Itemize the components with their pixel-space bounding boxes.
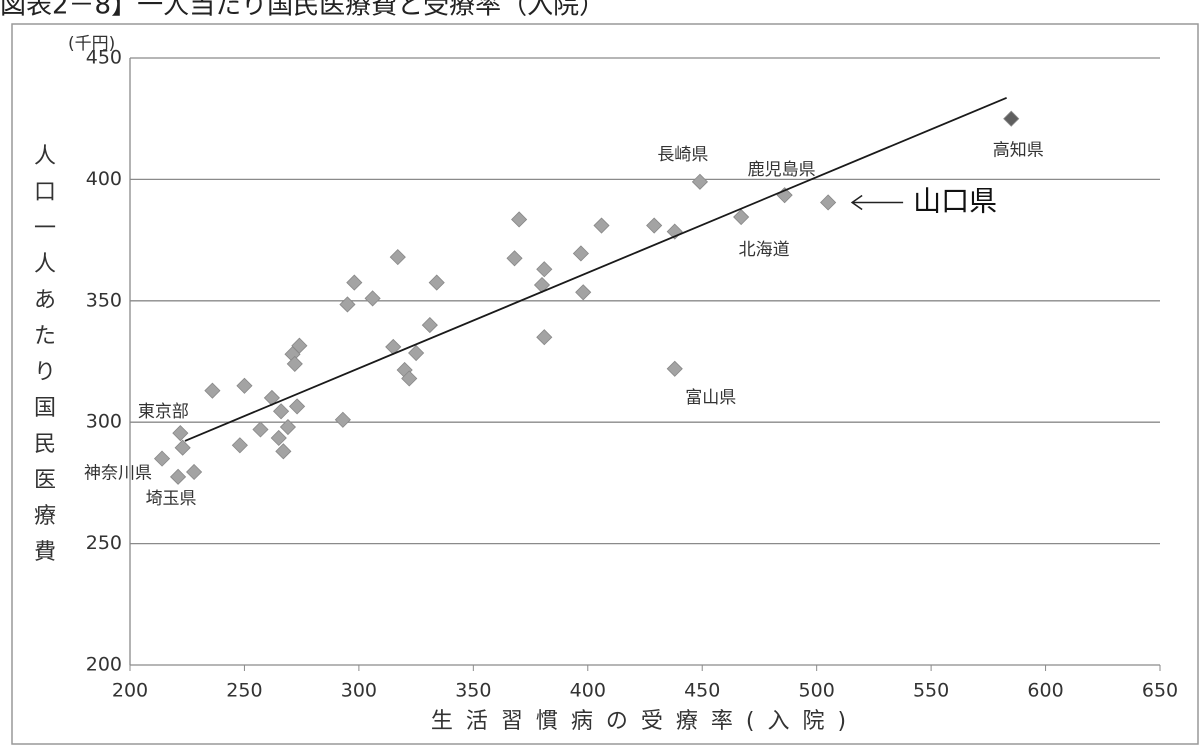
point <box>408 344 425 362</box>
point <box>666 360 683 377</box>
point <box>204 382 221 399</box>
point <box>511 211 528 228</box>
point <box>270 429 287 447</box>
y-tick-label: 250 <box>86 532 122 554</box>
point <box>389 249 406 266</box>
y-tick-label: 200 <box>86 654 122 676</box>
y-tick-label: 350 <box>86 289 122 311</box>
point <box>593 217 610 234</box>
y-tick-label: 400 <box>86 168 122 190</box>
y-unit: (千円) <box>68 34 115 54</box>
point-label: 埼玉県 <box>146 489 197 509</box>
point <box>252 421 269 438</box>
point <box>572 245 589 262</box>
y-axis-label: 人口一人あたり国民医療費 <box>34 144 56 565</box>
point-label: 神奈川県 <box>84 464 152 484</box>
y-axis-label-text: 人口一人あたり国民医療費 <box>34 144 56 565</box>
point <box>236 377 253 394</box>
point <box>186 463 203 481</box>
point <box>273 403 290 420</box>
point-label-callout: 山口県 <box>913 184 997 217</box>
x-tick-label: 400 <box>570 680 606 702</box>
point <box>646 217 663 234</box>
point <box>174 439 191 456</box>
x-tick-label: 350 <box>455 680 491 702</box>
point <box>231 437 248 454</box>
x-tick-label: 450 <box>684 680 720 702</box>
point <box>172 425 189 442</box>
point-label: 北海道 <box>739 240 790 260</box>
x-tick-label: 300 <box>341 680 377 702</box>
point <box>279 418 296 436</box>
point <box>275 443 292 460</box>
point <box>820 194 837 211</box>
callout-arrowhead <box>850 194 863 211</box>
point <box>346 274 363 291</box>
point-label: 鹿児島県 <box>748 160 816 180</box>
point <box>1003 110 1020 127</box>
point <box>733 208 750 226</box>
point <box>536 261 553 278</box>
point <box>575 284 592 301</box>
point <box>401 370 418 387</box>
point <box>364 290 381 307</box>
point-label: 長崎県 <box>657 145 708 165</box>
x-axis-label: 生活習慣病の受療率(入院) <box>431 709 859 734</box>
x-tick-label: 600 <box>1027 680 1063 702</box>
x-tick-label: 500 <box>799 680 835 702</box>
x-tick-label: 200 <box>112 680 148 702</box>
y-tick-label: 300 <box>86 411 122 433</box>
x-tick-label: 250 <box>226 680 262 702</box>
point <box>506 250 523 267</box>
point <box>153 450 171 467</box>
point <box>170 468 187 485</box>
point <box>428 274 445 291</box>
point <box>334 411 351 428</box>
point <box>339 296 356 313</box>
point <box>421 317 438 334</box>
x-tick-label: 550 <box>913 680 949 702</box>
chart-title: 図表2－8】一人当たり国民医療費と受療率（入院） <box>0 0 605 21</box>
point-label: 高知県 <box>993 141 1044 161</box>
point-label: 東京部 <box>138 402 189 422</box>
trendline <box>184 96 1007 442</box>
point <box>286 355 303 372</box>
y-tick-label: 450 <box>86 47 122 69</box>
point <box>691 173 708 190</box>
point <box>536 329 553 346</box>
chart-frame <box>11 23 1199 745</box>
point-label: 富山県 <box>685 388 736 408</box>
x-tick-label: 650 <box>1142 680 1178 702</box>
point <box>289 398 306 415</box>
